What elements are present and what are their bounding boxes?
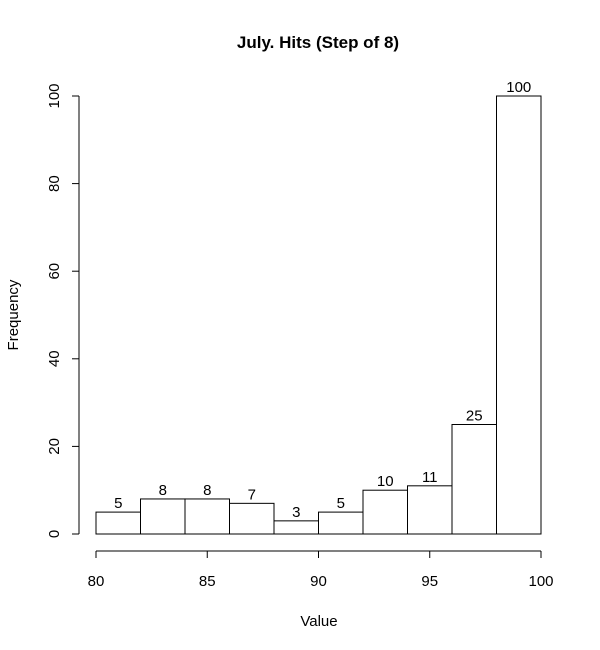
bar-data-label-8: 25 — [466, 408, 483, 425]
bar-data-label-1: 8 — [159, 482, 167, 499]
histogram-bar-9 — [496, 95, 542, 535]
y-tick-label-5: 100 — [46, 83, 63, 108]
x-tick-label-0: 80 — [88, 573, 105, 590]
x-tick-label-1: 85 — [199, 573, 216, 590]
bar-data-label-4: 3 — [292, 504, 300, 521]
histogram-bars — [95, 95, 542, 535]
bar-data-label-2: 8 — [203, 482, 211, 499]
y-tick-label-3: 60 — [46, 263, 63, 280]
bar-data-label-5: 5 — [337, 495, 345, 512]
histogram-bar-7 — [407, 485, 453, 535]
y-tick-label-2: 40 — [46, 350, 63, 367]
y-tick-label-4: 80 — [46, 175, 63, 192]
y-axis: 0 20 40 60 80 100 — [46, 83, 80, 538]
bar-data-label-0: 5 — [114, 495, 122, 512]
x-tick-label-2: 90 — [310, 573, 327, 590]
histogram-bar-8 — [451, 424, 497, 535]
bar-data-label-9: 100 — [506, 79, 531, 96]
y-axis-label: Frequency — [5, 279, 22, 350]
histogram-bar-5 — [318, 511, 364, 535]
histogram-bar-6 — [362, 489, 408, 535]
histogram-bar-2 — [184, 498, 230, 535]
histogram-bar-1 — [140, 498, 186, 535]
histogram-bar-0 — [95, 511, 141, 535]
x-tick-label-4: 100 — [528, 573, 553, 590]
chart-title: July. Hits (Step of 8) — [237, 33, 399, 52]
x-tick-label-3: 95 — [421, 573, 438, 590]
y-tick-label-1: 20 — [46, 438, 63, 455]
y-tick-label-0: 0 — [46, 530, 63, 538]
histogram-bar-4 — [273, 520, 319, 535]
x-axis-label: Value — [300, 613, 337, 630]
bar-data-labels: 5 8 8 7 3 5 10 11 25 100 — [114, 79, 531, 521]
x-axis: 80 85 90 95 100 — [88, 550, 554, 590]
bar-data-label-6: 10 — [377, 473, 394, 490]
histogram-bar-3 — [229, 502, 275, 535]
bar-data-label-7: 11 — [422, 469, 438, 486]
bar-data-label-3: 7 — [248, 486, 256, 503]
